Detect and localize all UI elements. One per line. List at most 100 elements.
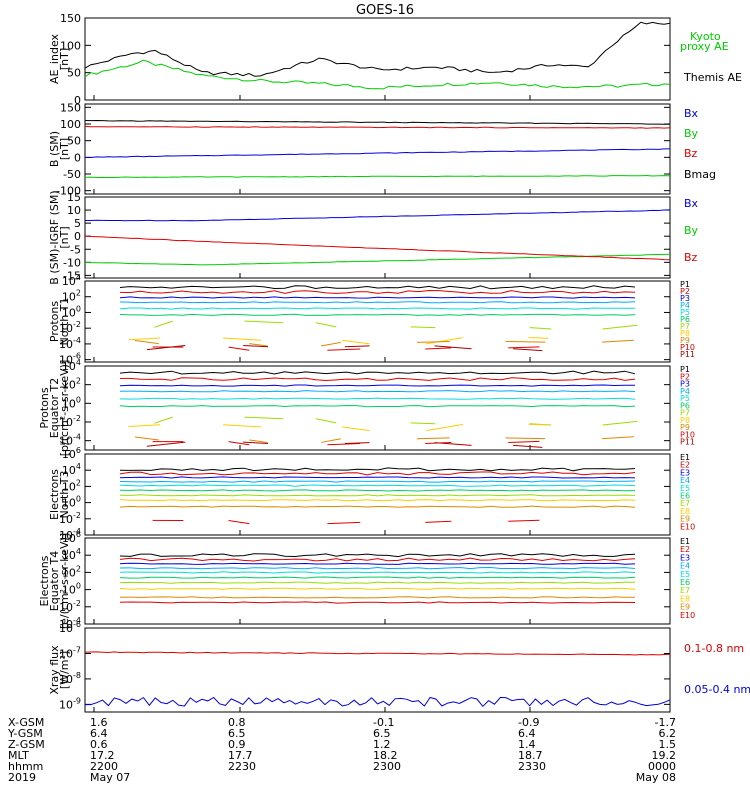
channel-segment-p7: [154, 417, 173, 423]
y-axis-label: [e/(cm²-s-sr-keV)]: [58, 533, 71, 629]
y-tick-label: -5: [70, 243, 81, 256]
channel-line-e6: [120, 490, 635, 491]
y-tick-label: 10-6: [59, 620, 81, 635]
channel-line-e8: [120, 500, 635, 501]
legend-xray-0: 0.1-0.8 nm: [684, 642, 744, 655]
panel-frame: [85, 104, 670, 194]
legend-by: By: [684, 127, 699, 140]
series-line-bz: [85, 236, 670, 260]
channel-segment-p8: [426, 338, 463, 344]
channel-segment-p7: [316, 419, 336, 423]
series-line-by: [85, 176, 670, 178]
legend-bmag: Bmag: [684, 168, 716, 181]
channel-segment-e10: [425, 521, 451, 522]
channel-line-p2: [120, 378, 635, 381]
channel-line-p5: [120, 398, 635, 399]
legend-bz: Bz: [684, 147, 698, 160]
ephemeris-value: 2330: [518, 760, 546, 773]
channel-segment-p11: [345, 346, 370, 347]
channel-segment-p11: [147, 442, 185, 446]
channel-segment-p7: [411, 327, 435, 328]
channel-line-p3: [120, 297, 635, 298]
channel-segment-e10: [229, 520, 250, 523]
channel-line-e2: [120, 558, 635, 561]
channel-line-e9: [120, 597, 635, 598]
y-tick-label: 0: [74, 230, 81, 243]
channel-line-e9: [120, 506, 635, 507]
channel-line-e8: [120, 588, 635, 589]
channel-segment-p11: [434, 443, 471, 446]
legend-bz: Bz: [684, 251, 698, 264]
channel-segment-p10: [327, 443, 360, 444]
channel-line-e3: [120, 563, 635, 564]
channel-segment-p9: [417, 341, 450, 342]
y-tick-label: 106: [62, 446, 81, 461]
series-line-bmag: [85, 121, 670, 125]
y-tick-label: 150: [60, 12, 81, 25]
channel-segment-p9: [249, 440, 267, 442]
channel-line-p6: [120, 406, 635, 407]
channel-segment-p8: [223, 338, 261, 340]
y-tick-label: -50: [63, 168, 81, 181]
channel-line-e3: [120, 477, 635, 478]
channel-line-p3: [120, 385, 635, 386]
series-line-xray-1: [85, 697, 670, 706]
series-line-themis-ae: [85, 22, 670, 76]
ephemeris-value: May 07: [90, 771, 130, 784]
y-tick-label: 10: [67, 204, 81, 217]
ephemeris-row-label: 2019: [8, 771, 36, 784]
channel-segment-p7: [603, 325, 638, 329]
y-axis-label: [nT]: [58, 138, 71, 160]
channel-segment-p7: [316, 323, 336, 327]
y-tick-label: 100: [60, 118, 81, 131]
channel-segment-p7: [244, 417, 283, 419]
channel-segment-p11: [513, 349, 542, 351]
channel-segment-p8: [223, 425, 261, 427]
channel-segment-p7: [154, 321, 173, 327]
channel-line-e1: [120, 468, 635, 471]
channel-segment-p8: [129, 338, 161, 340]
channel-segment-p10: [327, 349, 360, 350]
ephemeris-value: 2230: [228, 760, 256, 773]
y-axis-label: [W/m²]: [58, 651, 71, 689]
channel-segment-e10: [508, 520, 539, 521]
channel-segment-p9: [321, 342, 341, 346]
channel-segment-p10: [508, 347, 539, 348]
y-tick-label: -10: [63, 256, 81, 269]
channel-segment-p8: [529, 424, 548, 425]
y-axis-label: [p/(cm²-s-sr-keV)]: [58, 360, 71, 457]
y-tick-label: 104: [62, 273, 81, 288]
y-tick-label: 5: [74, 217, 81, 230]
channel-line-e7: [120, 582, 635, 583]
channel-segment-p10: [229, 347, 250, 350]
channel-segment-p9: [602, 340, 634, 342]
channel-segment-p9: [602, 437, 634, 439]
legend-by: By: [684, 224, 699, 237]
channel-segment-p9: [417, 438, 450, 439]
channel-segment-p8: [342, 427, 369, 431]
channel-segment-p8: [129, 425, 161, 427]
panel-frame: [85, 538, 670, 624]
channel-segment-p7: [603, 421, 638, 425]
channel-line-p1: [120, 371, 635, 374]
channel-segment-p9: [506, 438, 546, 439]
ephemeris-value: 2300: [373, 760, 401, 773]
series-line-xray-0: [85, 652, 670, 655]
channel-segment-p7: [244, 321, 283, 323]
y-tick-label: 10-9: [59, 696, 81, 711]
legend-kyoto-line2: proxy AE: [680, 40, 729, 53]
channel-line-p4: [120, 302, 635, 303]
channel-segment-p10: [508, 441, 539, 442]
channel-line-e10: [120, 602, 635, 603]
y-axis-label: North T1: [58, 298, 71, 346]
channel-line-e4: [120, 481, 635, 482]
channel-segment-p9: [506, 341, 546, 342]
channel-segment-p11: [345, 443, 370, 444]
